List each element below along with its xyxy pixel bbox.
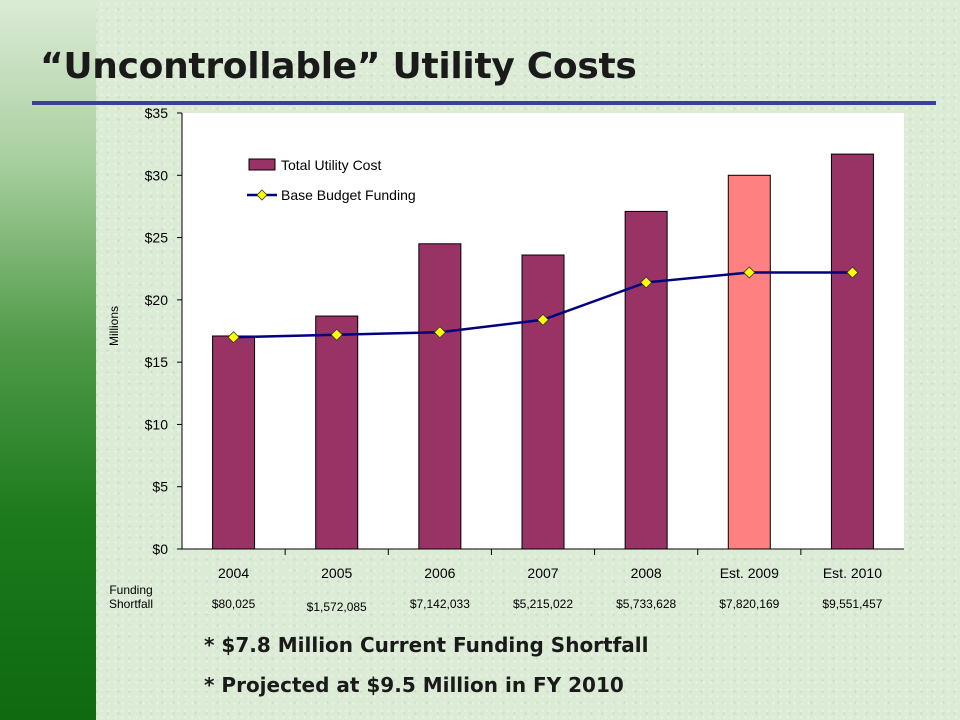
title-underline	[32, 101, 936, 105]
funding-shortfall-value: $1,572,085	[306, 600, 367, 614]
bar-total-utility-cost	[315, 315, 359, 550]
funding-shortfall-value: $7,142,033	[409, 597, 470, 611]
x-tick-label: 2007	[527, 565, 558, 581]
note-projected-shortfall: * Projected at $9.5 Million in FY 2010	[204, 673, 624, 697]
bar-total-utility-cost	[418, 243, 462, 550]
funding-shortfall-label-line1: Funding	[109, 583, 153, 597]
x-tick-label: Est. 2010	[823, 565, 882, 581]
y-tick-label: $20	[145, 292, 169, 308]
funding-shortfall-value: $9,551,457	[822, 597, 883, 611]
point-base-budget-funding	[433, 326, 446, 339]
y-tick-label: $30	[145, 167, 169, 183]
legend-swatch-total-utility-cost	[248, 158, 276, 171]
funding-shortfall-value: $5,215,022	[512, 597, 574, 611]
bar-total-utility-cost	[727, 174, 771, 550]
bar-total-utility-cost	[830, 153, 874, 550]
slide-title: “Uncontrollable” Utility Costs	[40, 46, 637, 87]
funding-shortfall-value: $5,733,628	[616, 597, 677, 611]
y-tick-label: $0	[152, 541, 168, 557]
funding-shortfall-value: $7,820,169	[719, 597, 780, 611]
x-tick-label: Est. 2009	[720, 565, 779, 581]
y-tick-label: $35	[145, 105, 169, 121]
funding-shortfall-value: $80,025	[211, 597, 256, 611]
funding-shortfall-label-line2: Shortfall	[108, 597, 154, 611]
legend-label-base-budget-funding: Base Budget Funding	[281, 187, 416, 203]
y-tick-label: $10	[145, 416, 169, 432]
bar-total-utility-cost	[624, 210, 668, 550]
x-tick-label: 2005	[321, 565, 352, 581]
x-tick-label: 2008	[631, 565, 662, 581]
legend: Total Utility Cost Base Budget Funding	[247, 157, 416, 203]
point-base-budget-funding	[330, 328, 343, 341]
legend-label-total-utility-cost: Total Utility Cost	[281, 157, 381, 173]
y-tick-label: $15	[145, 354, 169, 370]
point-base-budget-funding	[846, 266, 859, 279]
bar-total-utility-cost	[521, 254, 565, 550]
point-base-budget-funding	[227, 331, 240, 344]
x-tick-label: 2004	[218, 565, 249, 581]
y-tick-label: $5	[152, 479, 168, 495]
left-gradient-band	[0, 0, 96, 720]
point-base-budget-funding	[536, 313, 550, 326]
point-base-budget-funding	[640, 276, 653, 289]
y-axis-title: Millions	[107, 306, 121, 346]
y-tick-label: $25	[145, 230, 169, 246]
x-tick-label: 2006	[424, 565, 455, 581]
legend-marker-base-budget-funding	[256, 189, 268, 201]
point-base-budget-funding	[743, 266, 756, 279]
note-current-shortfall: * $7.8 Million Current Funding Shortfall	[204, 633, 649, 657]
bar-total-utility-cost	[212, 335, 256, 550]
